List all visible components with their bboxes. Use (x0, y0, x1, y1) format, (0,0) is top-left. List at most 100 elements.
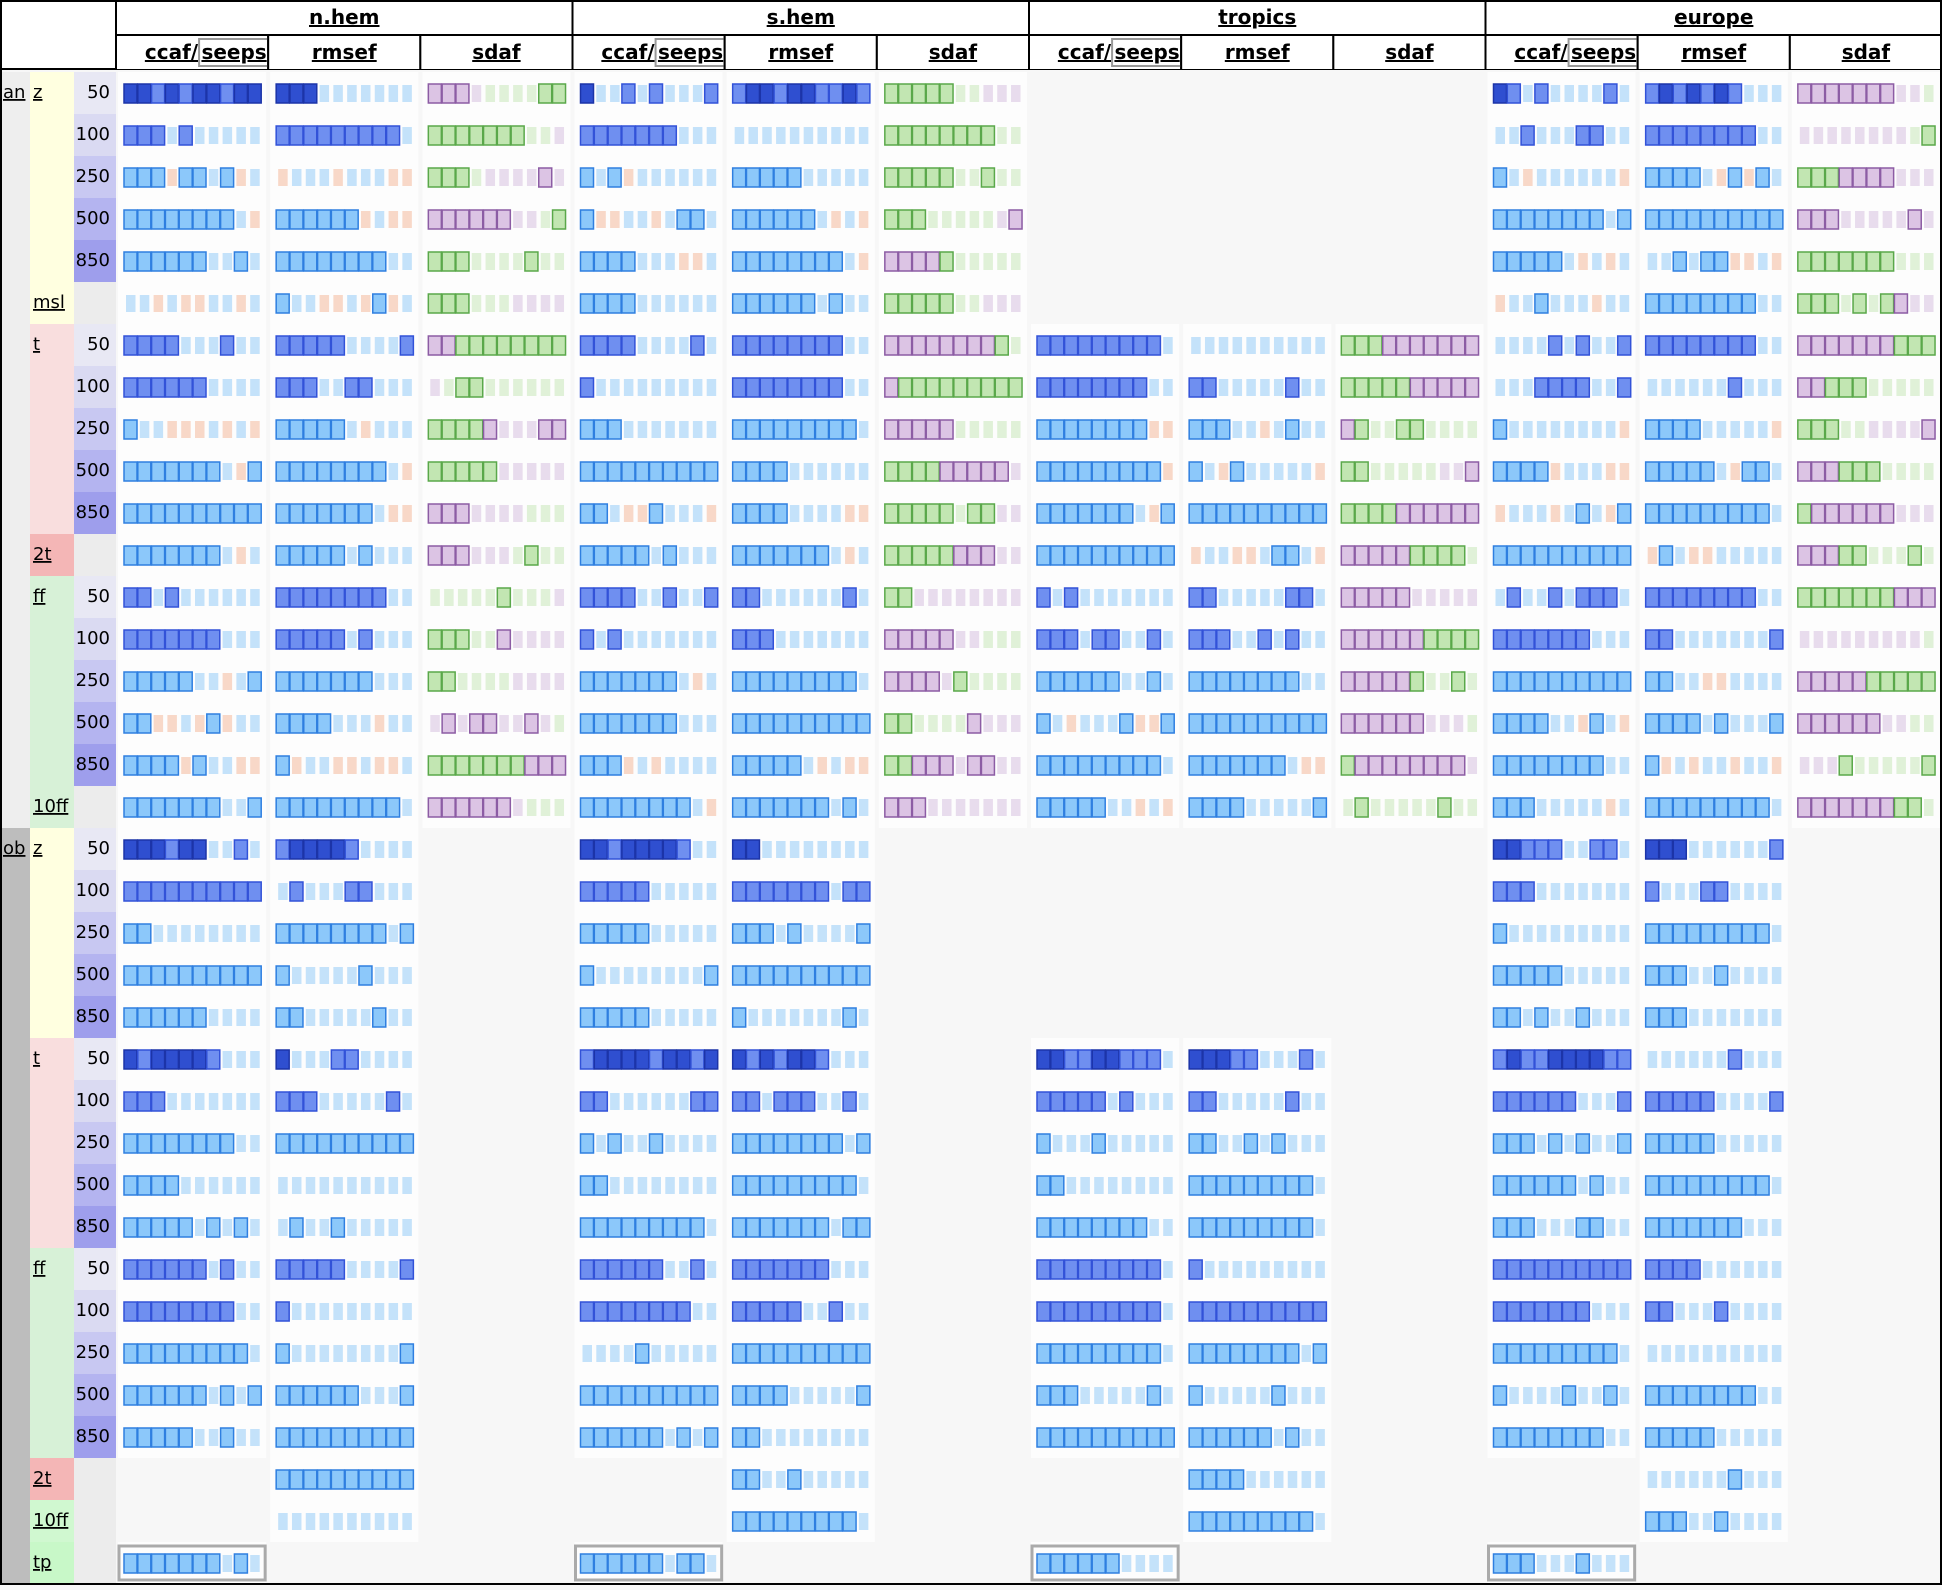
score-box (540, 589, 551, 606)
score-box (1202, 503, 1217, 524)
score-box (634, 1553, 650, 1574)
score-box (374, 169, 385, 186)
score-box (499, 421, 509, 438)
score-box (1658, 461, 1674, 482)
score-box (347, 295, 357, 312)
score-box (1547, 1427, 1563, 1448)
score-box (388, 337, 399, 354)
score-box (554, 715, 565, 732)
score-box (1091, 1427, 1106, 1448)
score-box (745, 671, 761, 692)
score-box (1354, 461, 1369, 482)
score-box (1191, 547, 1201, 564)
score-box (137, 839, 152, 860)
score-box (150, 1385, 166, 1406)
score-box (1547, 209, 1563, 230)
score-box (164, 503, 180, 524)
score-box (1592, 883, 1602, 900)
score-box (206, 1553, 221, 1574)
score-box (831, 1009, 841, 1026)
score-box (1301, 631, 1312, 648)
score-box (651, 547, 661, 564)
level-cell (74, 744, 116, 786)
score-box (884, 377, 899, 398)
score-box (651, 631, 661, 648)
score-box (1011, 547, 1021, 564)
score-box (1797, 419, 1812, 440)
score-box (1285, 1301, 1300, 1322)
score-box (858, 673, 869, 690)
score-box (208, 1093, 219, 1110)
score-box (275, 755, 290, 776)
score-box (1132, 419, 1148, 440)
score-box (579, 1259, 595, 1280)
score-box (1771, 379, 1782, 396)
score-box (1658, 1259, 1674, 1280)
score-box (1550, 715, 1561, 732)
score-box (692, 253, 703, 270)
score-box (1094, 589, 1104, 606)
score-box (178, 671, 193, 692)
score-box (1506, 797, 1522, 818)
score-box (333, 1345, 343, 1362)
level-label: 100 (76, 376, 110, 397)
score-box (596, 379, 606, 396)
score-box (1575, 629, 1591, 650)
score-box (1896, 127, 1906, 144)
score-box (651, 589, 661, 606)
score-box (676, 1385, 691, 1406)
level-label: 50 (87, 82, 110, 103)
score-box (690, 335, 705, 356)
score-box (524, 335, 539, 356)
score-box (1855, 211, 1865, 228)
score-box (222, 757, 233, 774)
score-box (358, 881, 373, 902)
score-box (759, 1049, 775, 1070)
score-box (1910, 631, 1920, 648)
score-box (1727, 167, 1743, 188)
score-box (372, 923, 387, 944)
score-box (1163, 631, 1173, 648)
score-box (593, 671, 609, 692)
score-box (762, 1009, 772, 1026)
score-box (402, 1303, 412, 1320)
score-box (1578, 463, 1588, 480)
score-box (897, 671, 913, 692)
score-box (1769, 839, 1784, 860)
score-box (1589, 839, 1604, 860)
level-cell (74, 618, 116, 660)
score-box (731, 167, 747, 188)
score-box (1246, 1471, 1256, 1488)
score-box (1550, 169, 1561, 186)
score-box (1578, 1177, 1588, 1194)
score-box (551, 209, 567, 230)
score-box (1924, 505, 1934, 522)
score-box (1312, 797, 1328, 818)
score-box (1163, 1345, 1173, 1362)
score-box (1827, 631, 1837, 648)
score-box (773, 1133, 788, 1154)
score-box (969, 673, 980, 690)
score-box (1287, 1051, 1298, 1068)
score-box (1619, 589, 1630, 606)
score-box (1702, 631, 1713, 648)
score-box (137, 1091, 152, 1112)
score-box (1077, 1301, 1093, 1322)
score-box (275, 1049, 290, 1070)
score-box (911, 167, 927, 188)
score-box (1810, 377, 1826, 398)
score-box (800, 377, 816, 398)
score-box (831, 1093, 841, 1110)
score-box (195, 925, 205, 942)
score-box (787, 713, 802, 734)
score-box (1011, 589, 1021, 606)
score-box (236, 757, 246, 774)
score-box (250, 1303, 260, 1320)
score-box (192, 1007, 207, 1028)
score-box (1771, 883, 1782, 900)
score-box (1492, 1091, 1508, 1112)
score-box (471, 253, 482, 270)
score-box (278, 883, 288, 900)
score-box (1050, 755, 1065, 776)
score-box (706, 295, 717, 312)
